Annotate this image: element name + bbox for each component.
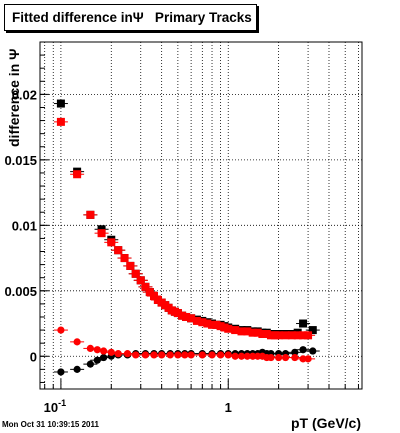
- series-1-point: [231, 326, 240, 335]
- series-3-point: [123, 350, 132, 358]
- series-3-point: [216, 351, 225, 359]
- series-1-point: [107, 238, 116, 247]
- series-3-point: [224, 351, 232, 359]
- y-axis-label: difference in Ψ: [6, 49, 22, 147]
- series-3-point: [57, 326, 65, 334]
- x-tick-label: 10-1: [44, 398, 66, 415]
- series-1-point: [212, 320, 221, 329]
- series-3-point: [107, 348, 115, 356]
- data-marks: [53, 99, 320, 376]
- series-1-point: [243, 327, 252, 336]
- series-0-point: [299, 319, 308, 328]
- series-1-point: [73, 170, 82, 179]
- series-3-point: [141, 351, 150, 359]
- series-1-point: [262, 330, 271, 339]
- chart-title: Fitted difference inΨ Primary Tracks: [12, 10, 252, 25]
- y-tick-label: 0.02: [12, 87, 37, 102]
- series-3-point: [267, 353, 275, 362]
- series-3-point: [166, 351, 174, 359]
- series-3-point: [198, 351, 206, 359]
- series-1-point: [182, 312, 191, 321]
- series-0-point: [308, 326, 317, 335]
- series-1-point: [304, 331, 313, 340]
- series-3-point: [208, 351, 216, 359]
- series-3-point: [100, 347, 108, 355]
- series-3-point: [158, 351, 166, 359]
- series-1-point: [141, 282, 150, 291]
- series-1-point: [97, 229, 106, 238]
- series-2-point: [93, 356, 101, 364]
- series-3-point: [86, 344, 94, 353]
- series-1-point: [56, 117, 65, 126]
- series-1-point: [187, 314, 196, 323]
- x-tick-label: 1: [225, 400, 232, 415]
- series-1-point: [126, 261, 135, 270]
- series-2-point: [57, 368, 65, 376]
- series-1-point: [173, 309, 182, 318]
- series-3-point: [73, 338, 81, 346]
- series-2-point: [299, 346, 307, 354]
- y-tick-label: 0.01: [12, 218, 37, 233]
- y-tick-label: 0.015: [4, 153, 37, 168]
- series-3-point: [304, 355, 312, 363]
- y-tick-label: 0.005: [4, 284, 37, 299]
- series-3-point: [291, 353, 299, 362]
- series-1-point: [198, 318, 207, 327]
- series-2-point: [100, 353, 108, 362]
- title-box: Fitted difference inΨ Primary Tracks: [4, 4, 257, 31]
- y-tick-label: 0: [30, 349, 37, 364]
- series-3-point: [150, 351, 158, 359]
- series-1-point: [145, 288, 154, 297]
- series-1-point: [86, 210, 95, 219]
- series-3-point: [187, 351, 195, 359]
- series-1-point: [136, 276, 145, 285]
- series-1-point: [253, 328, 262, 337]
- tick-labels: 0 0.005 0.01 0.015 0.02 10-1 1: [4, 87, 231, 415]
- series-2-point: [73, 365, 81, 373]
- series-2-point: [86, 360, 94, 368]
- x-axis-label: pT (GeV/c): [291, 415, 361, 431]
- series-0-point: [56, 99, 65, 108]
- timestamp: Mon Oct 31 10:39:15 2011: [2, 420, 99, 429]
- series-1-point: [224, 324, 233, 333]
- series-1-point: [120, 254, 129, 263]
- series-3-point: [114, 350, 122, 358]
- series-2-point: [291, 348, 299, 356]
- series-3-point: [93, 346, 101, 354]
- series-1-point: [114, 246, 123, 255]
- series-2-point: [309, 347, 317, 355]
- series-3-point: [281, 353, 290, 362]
- axis-ticks: [40, 54, 359, 389]
- series-3-point: [132, 351, 140, 359]
- series-1-point: [178, 311, 187, 320]
- series-1-point: [203, 319, 212, 328]
- series-1-point: [192, 316, 201, 325]
- series-1-point: [131, 269, 140, 278]
